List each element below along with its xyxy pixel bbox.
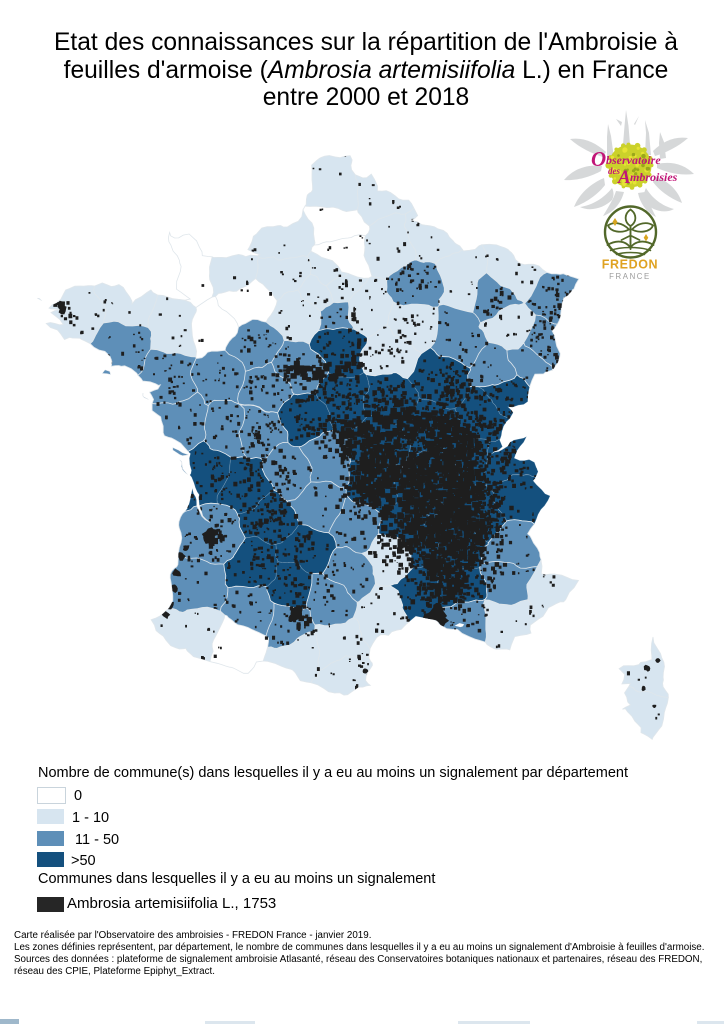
- svg-text:des: des: [608, 166, 620, 176]
- svg-text:bservatoire: bservatoire: [606, 153, 661, 167]
- svg-text:mbroisies: mbroisies: [630, 170, 678, 184]
- svg-text:O: O: [591, 147, 606, 171]
- svg-text:FREDON: FREDON: [602, 258, 658, 272]
- svg-text:FRANCE: FRANCE: [609, 272, 651, 281]
- svg-text:A: A: [617, 167, 631, 188]
